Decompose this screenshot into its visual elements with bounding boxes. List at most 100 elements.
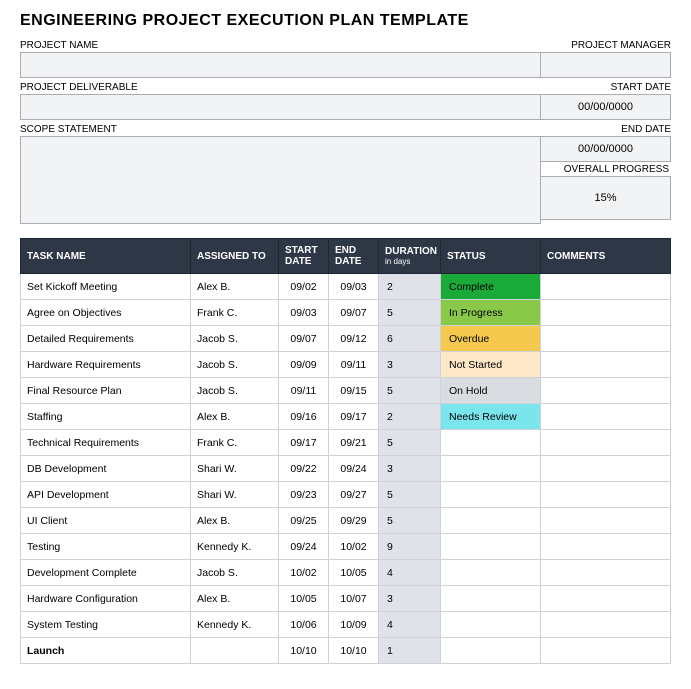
cell-end[interactable]: 10/02: [329, 534, 379, 560]
cell-comments[interactable]: [541, 430, 671, 456]
cell-task[interactable]: Set Kickoff Meeting: [21, 274, 191, 300]
cell-start[interactable]: 09/25: [279, 508, 329, 534]
project-manager-field[interactable]: [541, 52, 671, 78]
cell-start[interactable]: 09/16: [279, 404, 329, 430]
scope-field[interactable]: [20, 136, 541, 224]
cell-start[interactable]: 09/17: [279, 430, 329, 456]
cell-start[interactable]: 09/24: [279, 534, 329, 560]
cell-end[interactable]: 09/17: [329, 404, 379, 430]
cell-task[interactable]: System Testing: [21, 612, 191, 638]
cell-end[interactable]: 09/29: [329, 508, 379, 534]
cell-task[interactable]: Testing: [21, 534, 191, 560]
cell-task[interactable]: Detailed Requirements: [21, 326, 191, 352]
cell-end[interactable]: 10/10: [329, 638, 379, 664]
project-name-field[interactable]: [20, 52, 541, 78]
cell-status[interactable]: [441, 638, 541, 664]
cell-task[interactable]: Technical Requirements: [21, 430, 191, 456]
cell-start[interactable]: 10/05: [279, 586, 329, 612]
status-pill: [441, 508, 540, 533]
cell-comments[interactable]: [541, 378, 671, 404]
cell-task[interactable]: Agree on Objectives: [21, 300, 191, 326]
cell-comments[interactable]: [541, 508, 671, 534]
cell-comments[interactable]: [541, 638, 671, 664]
cell-start[interactable]: 10/10: [279, 638, 329, 664]
cell-status[interactable]: [441, 534, 541, 560]
cell-comments[interactable]: [541, 482, 671, 508]
cell-start[interactable]: 09/09: [279, 352, 329, 378]
cell-assigned[interactable]: Alex B.: [191, 508, 279, 534]
cell-assigned[interactable]: Kennedy K.: [191, 534, 279, 560]
cell-status[interactable]: On Hold: [441, 378, 541, 404]
cell-status[interactable]: Needs Review: [441, 404, 541, 430]
cell-end[interactable]: 09/27: [329, 482, 379, 508]
cell-assigned[interactable]: Frank C.: [191, 430, 279, 456]
cell-task[interactable]: API Development: [21, 482, 191, 508]
cell-start[interactable]: 09/11: [279, 378, 329, 404]
status-pill: [441, 560, 540, 585]
cell-end[interactable]: 09/07: [329, 300, 379, 326]
cell-end[interactable]: 09/21: [329, 430, 379, 456]
cell-assigned[interactable]: Jacob S.: [191, 326, 279, 352]
cell-end[interactable]: 09/11: [329, 352, 379, 378]
status-pill: [441, 612, 540, 637]
cell-status[interactable]: [441, 456, 541, 482]
cell-start[interactable]: 09/07: [279, 326, 329, 352]
cell-status[interactable]: [441, 560, 541, 586]
cell-task[interactable]: Final Resource Plan: [21, 378, 191, 404]
cell-task[interactable]: DB Development: [21, 456, 191, 482]
cell-end[interactable]: 09/03: [329, 274, 379, 300]
cell-task[interactable]: Launch: [21, 638, 191, 664]
cell-status[interactable]: Not Started: [441, 352, 541, 378]
cell-task[interactable]: Staffing: [21, 404, 191, 430]
cell-end[interactable]: 09/12: [329, 326, 379, 352]
cell-end[interactable]: 10/09: [329, 612, 379, 638]
cell-start[interactable]: 09/03: [279, 300, 329, 326]
cell-assigned[interactable]: [191, 638, 279, 664]
cell-assigned[interactable]: Frank C.: [191, 300, 279, 326]
cell-comments[interactable]: [541, 274, 671, 300]
cell-start[interactable]: 10/06: [279, 612, 329, 638]
cell-assigned[interactable]: Shari W.: [191, 456, 279, 482]
cell-assigned[interactable]: Kennedy K.: [191, 612, 279, 638]
cell-assigned[interactable]: Alex B.: [191, 274, 279, 300]
cell-task[interactable]: Development Complete: [21, 560, 191, 586]
cell-start[interactable]: 10/02: [279, 560, 329, 586]
cell-end[interactable]: 09/24: [329, 456, 379, 482]
cell-start[interactable]: 09/22: [279, 456, 329, 482]
cell-comments[interactable]: [541, 612, 671, 638]
cell-status[interactable]: [441, 508, 541, 534]
cell-status[interactable]: Overdue: [441, 326, 541, 352]
cell-start[interactable]: 09/02: [279, 274, 329, 300]
cell-comments[interactable]: [541, 586, 671, 612]
project-deliverable-field[interactable]: [20, 94, 541, 120]
cell-comments[interactable]: [541, 326, 671, 352]
cell-comments[interactable]: [541, 456, 671, 482]
cell-end[interactable]: 10/05: [329, 560, 379, 586]
cell-status[interactable]: In Progress: [441, 300, 541, 326]
cell-end[interactable]: 10/07: [329, 586, 379, 612]
cell-comments[interactable]: [541, 404, 671, 430]
cell-status[interactable]: [441, 586, 541, 612]
cell-comments[interactable]: [541, 534, 671, 560]
cell-assigned[interactable]: Jacob S.: [191, 378, 279, 404]
cell-task[interactable]: Hardware Requirements: [21, 352, 191, 378]
cell-task[interactable]: UI Client: [21, 508, 191, 534]
cell-comments[interactable]: [541, 352, 671, 378]
cell-comments[interactable]: [541, 560, 671, 586]
task-table: TASK NAME ASSIGNED TO START DATE END DAT…: [20, 238, 671, 664]
start-date-field[interactable]: 00/00/0000: [541, 94, 671, 120]
cell-assigned[interactable]: Jacob S.: [191, 560, 279, 586]
cell-assigned[interactable]: Alex B.: [191, 404, 279, 430]
cell-status[interactable]: Complete: [441, 274, 541, 300]
cell-start[interactable]: 09/23: [279, 482, 329, 508]
cell-status[interactable]: [441, 482, 541, 508]
cell-assigned[interactable]: Shari W.: [191, 482, 279, 508]
cell-end[interactable]: 09/15: [329, 378, 379, 404]
cell-comments[interactable]: [541, 300, 671, 326]
cell-assigned[interactable]: Alex B.: [191, 586, 279, 612]
cell-status[interactable]: [441, 612, 541, 638]
end-date-field[interactable]: 00/00/0000: [541, 136, 671, 162]
cell-status[interactable]: [441, 430, 541, 456]
cell-task[interactable]: Hardware Configuration: [21, 586, 191, 612]
cell-assigned[interactable]: Jacob S.: [191, 352, 279, 378]
